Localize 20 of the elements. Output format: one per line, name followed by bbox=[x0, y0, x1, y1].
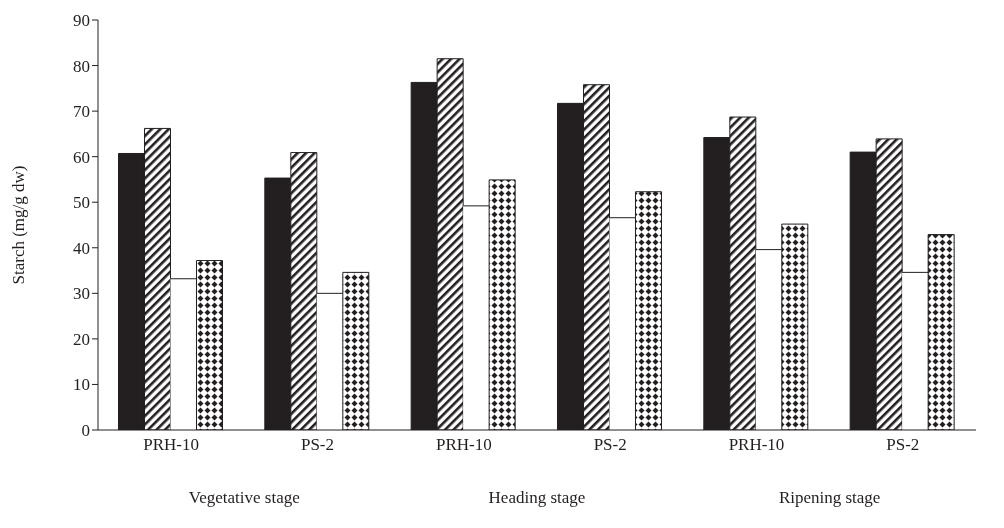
x-tick-label: PRH-10 bbox=[143, 435, 200, 455]
x-tick-label: PRH-10 bbox=[728, 435, 785, 455]
text: Vegetative stage bbox=[187, 488, 301, 508]
text: Ripening stage bbox=[777, 488, 882, 508]
y-tick-label: 30 bbox=[73, 284, 90, 304]
y-tick-label: 50 bbox=[73, 193, 90, 213]
x-tick-label: PS-2 bbox=[886, 435, 920, 455]
y-tick-label: 60 bbox=[73, 147, 90, 167]
y-tick-label: 10 bbox=[73, 375, 90, 395]
y-axis-title: Starch (mg/g dw) bbox=[9, 165, 29, 285]
y-tick-label: 90 bbox=[73, 11, 90, 31]
y-tick-label: 70 bbox=[73, 102, 90, 122]
x-tick-label: PRH-10 bbox=[435, 435, 492, 455]
x-tick-label: PS-2 bbox=[300, 435, 335, 455]
y-tick-label: 0 bbox=[81, 421, 90, 441]
y-tick-label: 20 bbox=[73, 329, 90, 349]
y-tick-label: 80 bbox=[73, 56, 90, 76]
x-tick-label: PS-2 bbox=[593, 435, 627, 455]
text: Heading stage bbox=[487, 488, 587, 508]
y-tick-label: 40 bbox=[73, 238, 90, 258]
